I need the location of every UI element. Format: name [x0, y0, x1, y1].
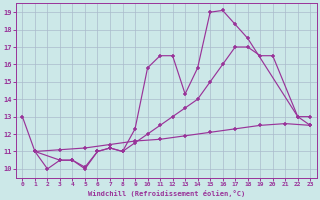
X-axis label: Windchill (Refroidissement éolien,°C): Windchill (Refroidissement éolien,°C): [88, 190, 245, 197]
